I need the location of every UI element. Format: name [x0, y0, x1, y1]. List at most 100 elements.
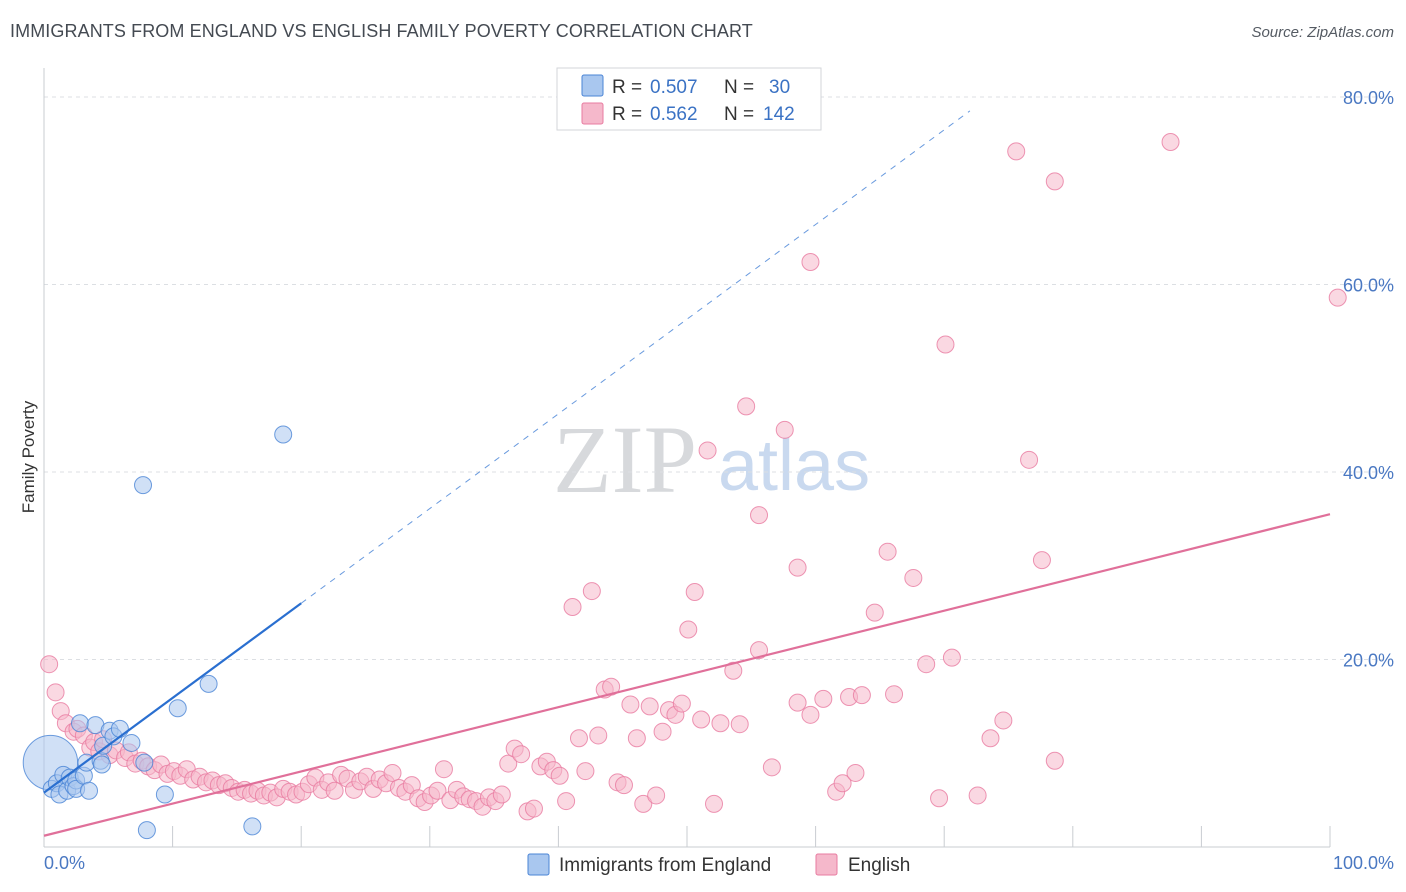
legend-swatch-immigrants [581, 74, 604, 97]
trend-lines [43, 110, 1331, 837]
english-point-103 [692, 710, 711, 729]
y-tick-label-40: 40.0% [1343, 463, 1394, 483]
legend-n-label-immigrants: N = [724, 77, 754, 98]
y-tick-label-20: 20.0% [1343, 651, 1394, 671]
legend-n-label-english: N = [724, 104, 754, 125]
english-point-137 [1032, 551, 1051, 570]
english-point-116 [801, 253, 820, 271]
english-point-94 [634, 794, 653, 813]
english-point-101 [679, 620, 698, 639]
english-point-105 [705, 794, 724, 813]
english-point-84 [569, 729, 588, 748]
watermark-atlas-text: atlas [718, 426, 870, 506]
english-point-85 [576, 762, 595, 781]
english-point-111 [750, 641, 769, 660]
english-point-118 [814, 689, 833, 708]
english-point-138 [1045, 751, 1064, 770]
immigrants-point-25 [155, 785, 174, 804]
english-point-91 [614, 776, 633, 795]
immigrants-point-27 [199, 674, 218, 693]
english-point-127 [904, 568, 923, 587]
english-point-125 [878, 542, 897, 561]
english-point-123 [852, 686, 871, 705]
english-point-89 [602, 677, 621, 696]
english-point-102 [685, 583, 704, 601]
immigrants-point-26 [168, 699, 187, 718]
english-point-77 [524, 799, 543, 818]
immigrants-point-24 [137, 821, 156, 840]
immigrants-point-20 [110, 719, 129, 738]
english-point-73 [499, 754, 518, 773]
series-legend-label-immigrants: Immigrants from England [559, 855, 771, 876]
english-point-139 [1045, 172, 1064, 191]
english-trend-line [43, 513, 1331, 837]
english-point-126 [885, 685, 904, 704]
english-point-97 [653, 722, 672, 741]
legend-swatch-english [581, 102, 604, 125]
english-point-63 [434, 760, 453, 779]
watermark: ZIP atlas [553, 406, 870, 513]
english-point-132 [968, 786, 987, 805]
english-point-0 [40, 655, 59, 674]
english-point-92 [621, 695, 640, 714]
english-point-136 [1020, 450, 1039, 469]
series-legend-label-english: English [848, 855, 910, 876]
english-point-75 [512, 745, 531, 764]
x-axis-ticks [172, 826, 1331, 847]
english-point-129 [930, 789, 949, 808]
english-point-124 [865, 603, 884, 622]
immigrants-point-13 [80, 781, 99, 800]
english-point-128 [917, 655, 936, 674]
series-legend: Immigrants from England English [527, 853, 910, 876]
english-point-86 [582, 582, 601, 601]
immigrants-point-16 [92, 755, 111, 774]
english-point-108 [730, 715, 749, 734]
english-point-117 [801, 705, 820, 724]
x-tick-label-0: 0.0% [44, 853, 85, 873]
x-axis-tick-labels: 0.0% 100.0% [44, 853, 1394, 873]
immigrants-trend-line [43, 602, 302, 794]
english-point-104 [698, 441, 717, 460]
english-point-55 [383, 763, 402, 782]
english-point-82 [557, 792, 576, 811]
english-point-134 [994, 711, 1013, 730]
y-tick-label-80: 80.0% [1343, 88, 1394, 108]
english-point-120 [833, 774, 852, 793]
english-point-106 [711, 714, 730, 733]
y-tick-label-60: 60.0% [1343, 276, 1394, 296]
x-tick-label-100: 100.0% [1333, 853, 1394, 873]
immigrants-point-28 [243, 817, 262, 836]
y-axis-title: Family Poverty [19, 400, 38, 513]
english-point-113 [775, 420, 794, 439]
english-point-95 [640, 697, 659, 716]
english-point-114 [788, 558, 807, 577]
legend-n-value-immigrants: 30 [769, 77, 790, 98]
english-point-107 [724, 661, 743, 680]
chart-title: IMMIGRANTS FROM ENGLAND VS ENGLISH FAMIL… [10, 21, 753, 41]
immigrants-point-23 [135, 753, 154, 772]
series-legend-swatch-immigrants [527, 853, 550, 876]
english-point-93 [627, 729, 646, 748]
immigrants-point-29 [274, 425, 293, 444]
english-point-135 [1007, 142, 1026, 161]
immigrants-point-10 [71, 714, 90, 733]
english-point-46 [325, 781, 344, 800]
english-point-140 [1161, 133, 1180, 151]
english-point-72 [492, 785, 511, 804]
english-point-96 [647, 786, 666, 805]
english-point-131 [942, 648, 961, 667]
english-point-110 [750, 506, 769, 525]
english-point-141 [1328, 288, 1347, 307]
legend-r-value-immigrants: 0.507 [650, 77, 698, 98]
english-point-83 [563, 598, 582, 616]
source-label: Source: ZipAtlas.com [1251, 24, 1394, 41]
immigrants-point-21 [122, 733, 141, 752]
y-axis-tick-labels: 20.0% 40.0% 60.0% 80.0% [1343, 88, 1394, 671]
english-point-115 [788, 693, 807, 712]
english-point-62 [428, 781, 447, 800]
english-point-130 [936, 335, 955, 354]
grid-lines [44, 96, 1392, 660]
legend-r-label-immigrants: R = [612, 77, 642, 98]
english-point-87 [589, 726, 608, 745]
immigrants-point-22 [134, 476, 153, 495]
